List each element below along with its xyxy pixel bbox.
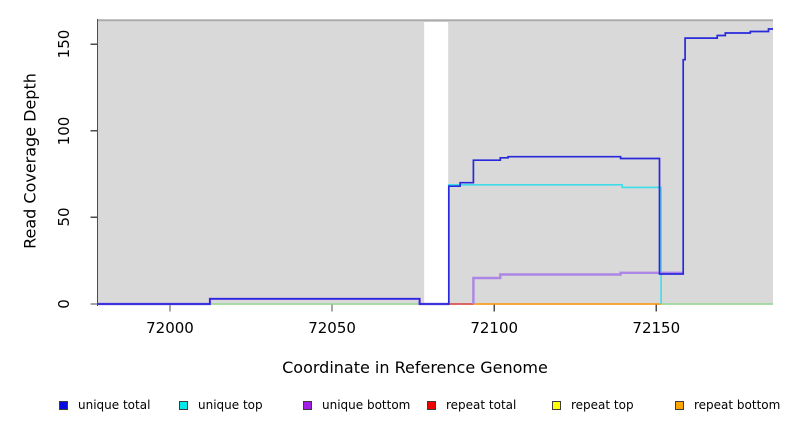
x-tick-label-72100: 72100 — [470, 319, 519, 337]
x-tick-label-72050: 72050 — [308, 319, 356, 337]
y-tick-label-100: 100 — [55, 116, 73, 146]
series-unique-1-line — [472, 271, 684, 304]
top-strip — [98, 19, 773, 22]
x-axis-title: Coordinate in Reference Genome — [0, 358, 792, 377]
series-unique-0-line — [98, 28, 773, 305]
repeat-region-band-0 — [98, 21, 425, 305]
y-tick-label-150: 150 — [55, 29, 73, 59]
x-tick-label-72000: 72000 — [146, 319, 194, 337]
x-tick-label-72150: 72150 — [632, 319, 681, 337]
y-tick-label-50: 50 — [55, 207, 73, 227]
repeat-region-band-1 — [448, 21, 773, 305]
y-tick-label-0: 0 — [55, 299, 73, 309]
y-axis-title: Read Coverage Depth — [20, 73, 40, 249]
x-axis-title-text: Coordinate in Reference Genome — [282, 358, 548, 377]
